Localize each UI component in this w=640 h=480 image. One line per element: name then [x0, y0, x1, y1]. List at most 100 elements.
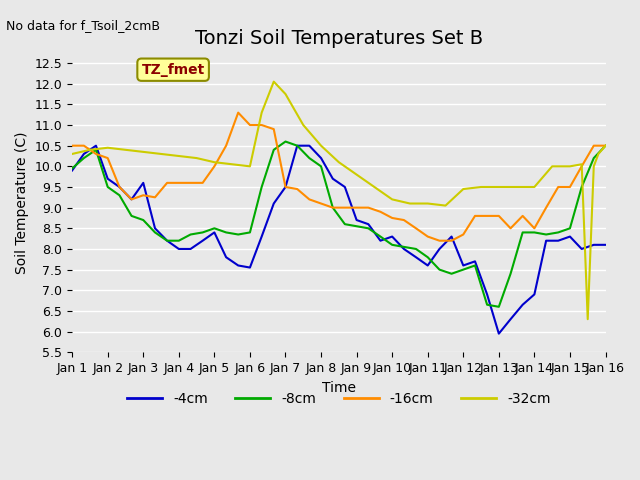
-4cm: [412, 254, 420, 260]
-8cm: [175, 238, 182, 243]
-16cm: [436, 238, 444, 243]
X-axis label: Time: Time: [322, 381, 356, 395]
-16cm: [258, 122, 266, 128]
-4cm: [460, 263, 467, 268]
-32cm: [554, 164, 562, 169]
-8cm: [578, 184, 586, 190]
-4cm: [199, 238, 207, 243]
-4cm: [116, 184, 124, 190]
-16cm: [353, 205, 360, 211]
-4cm: [531, 291, 538, 297]
-4cm: [578, 246, 586, 252]
-32cm: [442, 203, 449, 208]
-32cm: [590, 164, 598, 169]
-16cm: [175, 180, 182, 186]
-8cm: [128, 213, 136, 219]
-4cm: [104, 176, 111, 181]
-32cm: [371, 184, 378, 190]
-16cm: [531, 226, 538, 231]
-16cm: [293, 186, 301, 192]
-8cm: [400, 244, 408, 250]
-4cm: [542, 238, 550, 243]
-4cm: [258, 234, 266, 240]
-8cm: [270, 147, 278, 153]
-8cm: [329, 205, 337, 211]
-8cm: [542, 232, 550, 238]
-4cm: [471, 258, 479, 264]
-32cm: [175, 153, 182, 159]
-32cm: [270, 79, 278, 84]
-4cm: [68, 168, 76, 173]
-8cm: [590, 155, 598, 161]
-16cm: [151, 194, 159, 200]
Line: -8cm: -8cm: [72, 142, 605, 307]
-16cm: [116, 184, 124, 190]
-4cm: [495, 331, 502, 336]
-8cm: [246, 229, 254, 235]
-16cm: [483, 213, 491, 219]
-8cm: [531, 229, 538, 235]
-4cm: [92, 143, 100, 149]
-32cm: [228, 161, 236, 167]
-32cm: [602, 143, 609, 149]
-4cm: [448, 234, 456, 240]
-32cm: [140, 149, 147, 155]
-8cm: [412, 246, 420, 252]
-8cm: [92, 147, 100, 153]
-4cm: [602, 242, 609, 248]
-4cm: [400, 246, 408, 252]
-8cm: [140, 217, 147, 223]
Text: No data for f_Tsoil_2cmB: No data for f_Tsoil_2cmB: [6, 19, 161, 32]
-4cm: [353, 217, 360, 223]
-16cm: [519, 213, 527, 219]
-8cm: [436, 267, 444, 273]
-16cm: [187, 180, 195, 186]
-4cm: [519, 302, 527, 308]
-4cm: [128, 196, 136, 202]
-8cm: [566, 226, 574, 231]
-16cm: [400, 217, 408, 223]
-16cm: [234, 110, 242, 116]
-8cm: [68, 166, 76, 171]
-4cm: [329, 176, 337, 181]
-8cm: [80, 155, 88, 161]
-32cm: [424, 201, 431, 206]
-32cm: [122, 147, 129, 153]
-4cm: [282, 184, 289, 190]
-4cm: [187, 246, 195, 252]
-8cm: [317, 164, 325, 169]
-16cm: [412, 226, 420, 231]
-4cm: [388, 234, 396, 240]
-4cm: [140, 180, 147, 186]
-32cm: [353, 172, 360, 178]
-32cm: [548, 164, 556, 169]
-8cm: [376, 234, 384, 240]
-8cm: [507, 271, 515, 276]
-8cm: [554, 229, 562, 235]
-16cm: [270, 126, 278, 132]
Line: -16cm: -16cm: [72, 113, 605, 240]
-16cm: [246, 122, 254, 128]
-16cm: [376, 209, 384, 215]
-8cm: [104, 184, 111, 190]
-8cm: [234, 232, 242, 238]
-32cm: [566, 164, 574, 169]
-4cm: [222, 254, 230, 260]
-16cm: [388, 215, 396, 221]
-4cm: [175, 246, 182, 252]
-4cm: [590, 242, 598, 248]
-32cm: [246, 164, 254, 169]
-32cm: [300, 122, 307, 128]
-32cm: [211, 159, 218, 165]
-8cm: [151, 229, 159, 235]
-16cm: [471, 213, 479, 219]
-16cm: [578, 164, 586, 169]
-8cm: [424, 254, 431, 260]
-32cm: [406, 201, 414, 206]
-32cm: [584, 316, 591, 322]
-4cm: [211, 229, 218, 235]
-8cm: [365, 226, 372, 231]
-16cm: [104, 155, 111, 161]
-4cm: [246, 264, 254, 270]
-8cm: [211, 226, 218, 231]
